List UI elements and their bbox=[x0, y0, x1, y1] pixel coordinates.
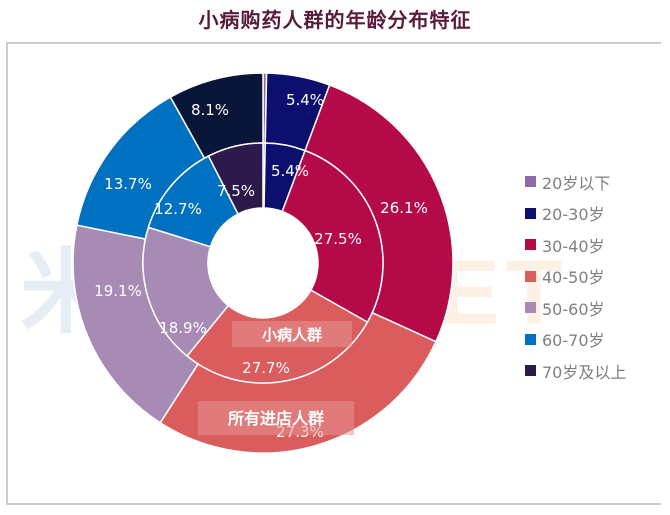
data-label: 18.9% bbox=[159, 319, 207, 337]
chart-title: 小病购药人群的年龄分布特征 bbox=[198, 8, 472, 32]
chart-frame bbox=[6, 42, 661, 505]
data-labels: 5.4%26.1%27.3%19.1%13.7%8.1%5.4%27.5%27.… bbox=[94, 91, 428, 441]
legend-swatch bbox=[525, 207, 536, 219]
legend-label: 20岁以下 bbox=[542, 173, 611, 193]
ring-label-inner: 小病人群 bbox=[232, 321, 352, 347]
data-label: 27.5% bbox=[314, 230, 362, 248]
legend-item: 50-60岁 bbox=[525, 292, 626, 324]
legend-item: 20岁以下 bbox=[525, 166, 626, 198]
legend-label: 30-40岁 bbox=[542, 236, 605, 256]
legend-label: 60-70岁 bbox=[542, 331, 605, 351]
data-label: 13.7% bbox=[104, 175, 152, 193]
legend-swatch bbox=[525, 176, 536, 188]
legend-swatch bbox=[525, 239, 536, 251]
legend-swatch bbox=[525, 270, 536, 282]
center-hole bbox=[208, 208, 318, 318]
legend-item: 70岁及以上 bbox=[525, 355, 626, 387]
svg-text:小病人群: 小病人群 bbox=[262, 326, 322, 344]
data-label: 5.4% bbox=[271, 162, 309, 180]
data-label: 26.1% bbox=[380, 199, 428, 217]
legend-item: 60-70岁 bbox=[525, 324, 626, 356]
data-label: 12.7% bbox=[154, 200, 202, 218]
data-label: 27.7% bbox=[242, 359, 290, 377]
data-label: 19.1% bbox=[94, 282, 142, 300]
legend-swatch bbox=[525, 365, 536, 377]
legend-label: 40-50岁 bbox=[542, 268, 605, 288]
ring-label-outer: 所有进店人群 bbox=[198, 401, 354, 435]
data-label: 8.1% bbox=[191, 101, 229, 119]
svg-text:所有进店人群: 所有进店人群 bbox=[228, 409, 324, 428]
legend-label: 70岁及以上 bbox=[542, 362, 627, 382]
legend-item: 20-30岁 bbox=[525, 198, 626, 230]
legend-item: 40-50岁 bbox=[525, 261, 626, 293]
legend-label: 50-60岁 bbox=[542, 299, 605, 319]
legend-label: 20-30岁 bbox=[542, 205, 605, 225]
legend-swatch bbox=[525, 302, 536, 314]
legend-item: 30-40岁 bbox=[525, 229, 626, 261]
data-label: 5.4% bbox=[286, 91, 324, 109]
data-label: 7.5% bbox=[217, 182, 255, 200]
legend: 20岁以下 20-30岁 30-40岁 40-50岁 50-60岁 60-70岁… bbox=[525, 166, 626, 387]
legend-swatch bbox=[525, 333, 536, 345]
